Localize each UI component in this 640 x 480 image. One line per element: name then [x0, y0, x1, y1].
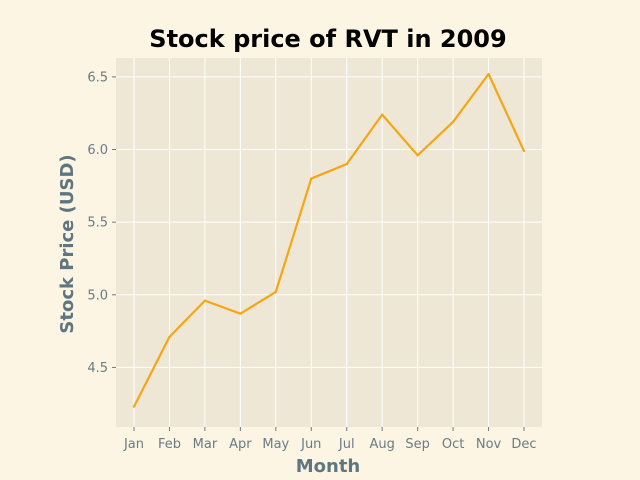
- data-point: [239, 312, 242, 315]
- data-point: [345, 162, 348, 166]
- series-line: [133, 72, 525, 408]
- x-tick-label: Oct: [442, 437, 464, 452]
- data-point: [168, 335, 171, 339]
- data-point: [381, 113, 384, 116]
- data-point: [274, 290, 277, 293]
- y-tick-label: 6.0: [87, 143, 108, 158]
- x-tick-label: Aug: [369, 437, 394, 452]
- x-tick-label: Sep: [405, 437, 430, 452]
- y-tick-label: 4.5: [87, 361, 108, 376]
- data-point: [132, 405, 136, 408]
- grid: [116, 58, 542, 427]
- ticks: 4.5 5.0 5.5 6.0 6.5 Jan Feb Mar Apr May Jun Jul Aug S…: [87, 70, 536, 452]
- data-point: [416, 154, 419, 157]
- x-tick-label: Dec: [511, 437, 536, 452]
- y-axis-label: Stock Price (USD): [57, 154, 78, 333]
- x-tick-label: Jun: [300, 437, 321, 452]
- x-tick-label: Jan: [123, 437, 144, 452]
- y-tick-label: 5.0: [87, 288, 108, 303]
- x-tick-label: Jul: [338, 437, 355, 452]
- data-points: [132, 72, 526, 408]
- y-tick-label: 6.5: [87, 70, 108, 85]
- data-point: [522, 149, 526, 153]
- x-tick-label: Feb: [158, 437, 181, 452]
- data-point: [487, 72, 490, 76]
- chart-title: Stock price of RVT in 2009: [149, 25, 506, 53]
- x-tick-label: Mar: [193, 437, 218, 452]
- x-tick-label: Apr: [229, 437, 252, 452]
- y-tick-label: 5.5: [87, 216, 108, 231]
- x-tick-label: May: [262, 437, 289, 452]
- data-point: [310, 177, 313, 180]
- x-axis-label: Month: [296, 456, 361, 477]
- plot-area: [116, 58, 542, 427]
- x-tick-label: Nov: [476, 437, 502, 452]
- data-point: [451, 120, 455, 124]
- data-point: [203, 299, 207, 302]
